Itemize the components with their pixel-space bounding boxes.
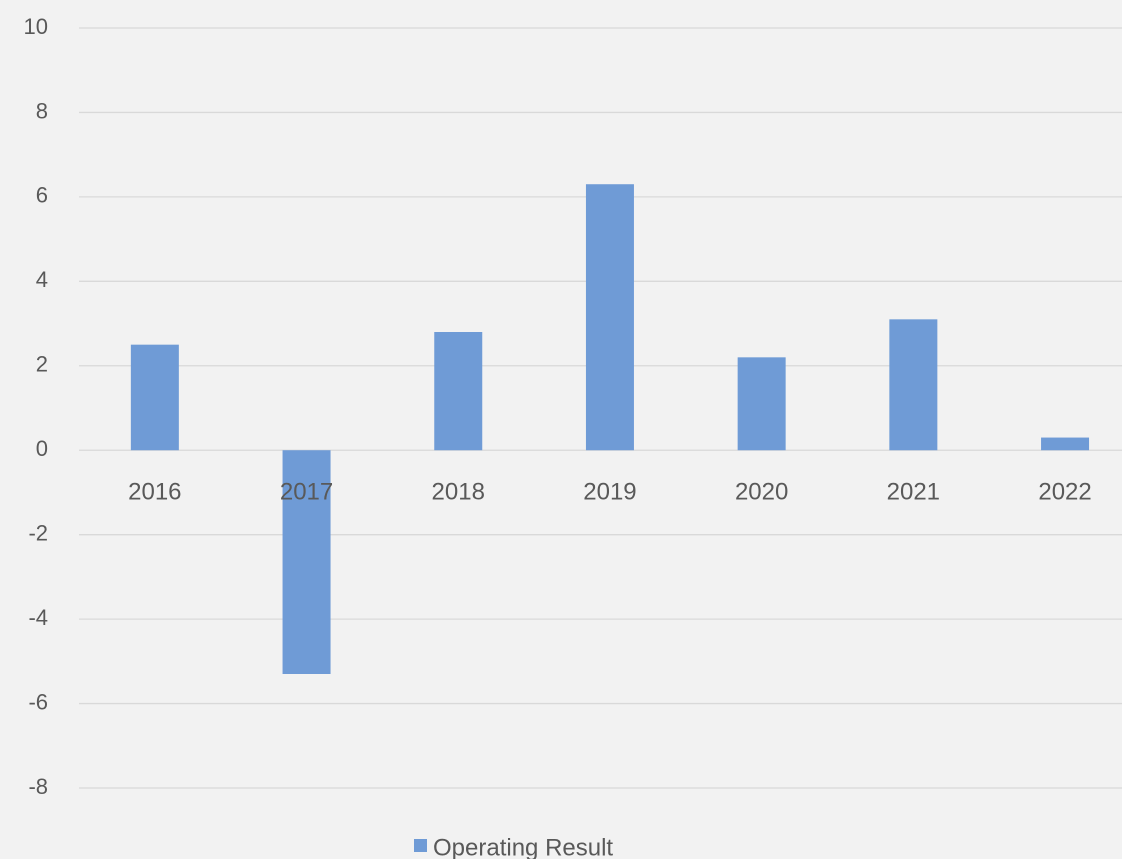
- legend-swatch: [414, 839, 427, 852]
- y-tick-label: 10: [24, 14, 48, 39]
- y-tick-label: -4: [28, 605, 48, 630]
- y-tick-label: 6: [36, 183, 48, 208]
- bar: [434, 332, 483, 451]
- y-tick-label: 0: [36, 436, 48, 461]
- bar: [737, 357, 786, 451]
- x-tick-label: 2019: [583, 479, 636, 506]
- x-tick-label: 2021: [887, 479, 940, 506]
- bar: [130, 344, 179, 451]
- y-tick-label: 2: [36, 352, 48, 377]
- x-tick-label: 2020: [735, 479, 788, 506]
- y-tick-label: -8: [28, 774, 48, 799]
- legend-label: Operating Result: [433, 834, 613, 859]
- x-tick-label: 2017: [280, 479, 333, 506]
- y-tick-label: -2: [28, 520, 48, 545]
- bar: [889, 319, 938, 451]
- bar: [282, 450, 331, 674]
- y-tick-label: -6: [28, 689, 48, 714]
- y-tick-label: 4: [36, 267, 48, 292]
- bar: [585, 184, 634, 451]
- x-tick-label: 2022: [1038, 479, 1091, 506]
- x-tick-label: 2016: [128, 479, 181, 506]
- y-tick-label: 8: [36, 98, 48, 123]
- bar: [1041, 437, 1090, 451]
- x-tick-label: 2018: [432, 479, 485, 506]
